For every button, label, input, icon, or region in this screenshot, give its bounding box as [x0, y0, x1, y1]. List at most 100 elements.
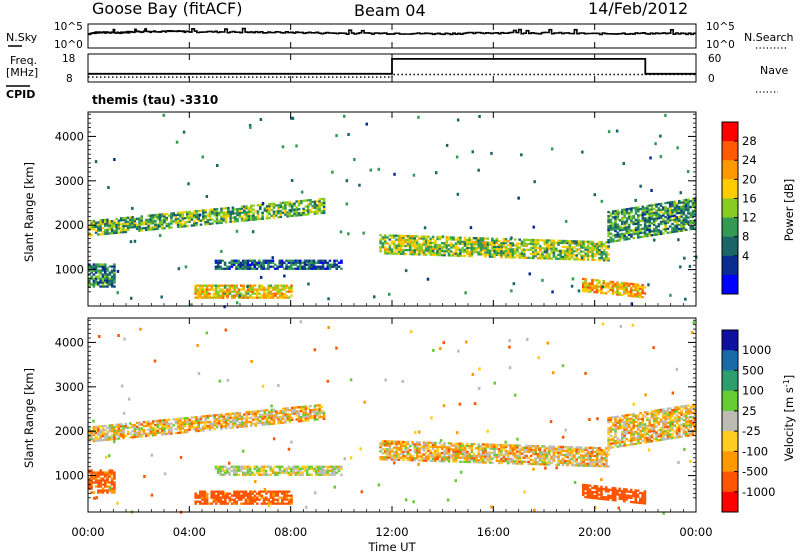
power-cell: [557, 257, 560, 260]
power-cell: [484, 251, 487, 254]
power-cell: [224, 207, 228, 210]
velocity-cell: [92, 475, 96, 478]
power-cell: [634, 212, 638, 215]
power-cell: [650, 214, 654, 217]
velocity-cell: [181, 425, 185, 428]
power-cell: [532, 256, 535, 260]
velocity-cell: [99, 435, 102, 438]
power-cell: [682, 205, 686, 208]
power-cell: [267, 284, 270, 287]
power-cell: [124, 216, 128, 220]
power-cell: [272, 210, 276, 213]
power-cell: [529, 238, 533, 242]
velocity-cell: [124, 422, 128, 426]
noise-panel: N.Sky 10^5 10^0 10^5 10^0 N.Search: [6, 21, 794, 51]
power-cell: [256, 294, 259, 297]
velocity-cell: [203, 498, 207, 501]
velocity-cell: [687, 410, 690, 413]
velocity-cell: [493, 443, 496, 446]
velocity-cell: [643, 494, 647, 497]
power-cell: [545, 255, 549, 258]
power-cell: [486, 237, 490, 240]
power-cell: [259, 205, 262, 209]
velocity-cell: [427, 441, 430, 444]
velocity-cell: [393, 454, 396, 457]
power-cell: [689, 206, 692, 209]
velocity-cell: [195, 422, 198, 425]
power-cell: [404, 234, 407, 238]
power-cell: [568, 246, 572, 249]
power-cell: [133, 217, 137, 221]
velocity-cell: [472, 461, 476, 464]
power-cell: [689, 200, 692, 203]
power-cell: [411, 245, 414, 248]
power-cell: [315, 265, 318, 268]
velocity-cell: [664, 420, 667, 423]
power-cell: [94, 263, 98, 266]
velocity-cell: [242, 496, 245, 499]
velocity-cell: [424, 447, 428, 450]
velocity-cell: [671, 414, 674, 418]
power-cell: [627, 294, 631, 297]
velocity-cell: [393, 458, 396, 461]
power-cell: [471, 150, 474, 154]
velocity-cell: [219, 498, 223, 501]
velocity-cell: [525, 460, 528, 463]
velocity-cell: [205, 500, 209, 503]
velocity-cell: [145, 434, 148, 438]
power-cell: [402, 234, 405, 238]
power-cell: [632, 229, 635, 232]
power-cell: [493, 239, 496, 242]
velocity-cell: [156, 419, 159, 422]
power-cell: [181, 215, 185, 218]
velocity-cell: [285, 498, 289, 501]
power-cell: [559, 249, 562, 253]
velocity-cell: [634, 491, 637, 494]
power-cell: [682, 201, 686, 204]
velocity-cell: [174, 420, 178, 423]
velocity-cell: [233, 412, 237, 415]
velocity-cell: [151, 432, 155, 435]
velocity-cell: [552, 459, 556, 462]
power-cell: [379, 242, 382, 245]
velocity-cell: [618, 419, 622, 422]
velocity-cell: [92, 473, 96, 476]
velocity-cell: [637, 432, 640, 435]
velocity-cell: [513, 446, 517, 449]
velocity-cell: [646, 412, 649, 416]
velocity-cell: [117, 431, 121, 434]
velocity-cell: [422, 443, 426, 446]
velocity-cell: [249, 502, 252, 505]
velocity-cell: [502, 457, 506, 461]
power-cell: [588, 288, 592, 291]
velocity-cell: [511, 458, 515, 461]
velocity-cell: [99, 469, 102, 472]
power-cell: [639, 287, 642, 291]
power-cell: [292, 259, 295, 262]
power-cell: [104, 279, 107, 282]
power-cell: [609, 220, 613, 223]
velocity-cell: [687, 432, 690, 435]
power-cell: [605, 257, 608, 260]
power-cell: [223, 305, 226, 309]
velocity-cell: [520, 456, 524, 459]
velocity-cell: [545, 461, 549, 464]
velocity-cell: [680, 427, 683, 430]
velocity-cell: [523, 460, 526, 463]
velocity-cell: [420, 459, 423, 462]
velocity-cell: [694, 429, 697, 432]
velocity-cell: [666, 429, 670, 432]
power-cell: [113, 277, 116, 280]
velocity-cell: [630, 433, 633, 436]
velocity-cell: [287, 494, 291, 497]
power-cell: [534, 245, 537, 248]
velocity-cell: [664, 416, 667, 419]
velocity-cell: [113, 435, 116, 439]
power-cell: [289, 267, 293, 270]
velocity-cell: [452, 444, 455, 447]
power-cell: [470, 252, 474, 256]
velocity-cell: [691, 415, 695, 418]
velocity-cell: [154, 419, 157, 423]
velocity-cell: [440, 456, 444, 459]
velocity-cell: [646, 438, 649, 442]
